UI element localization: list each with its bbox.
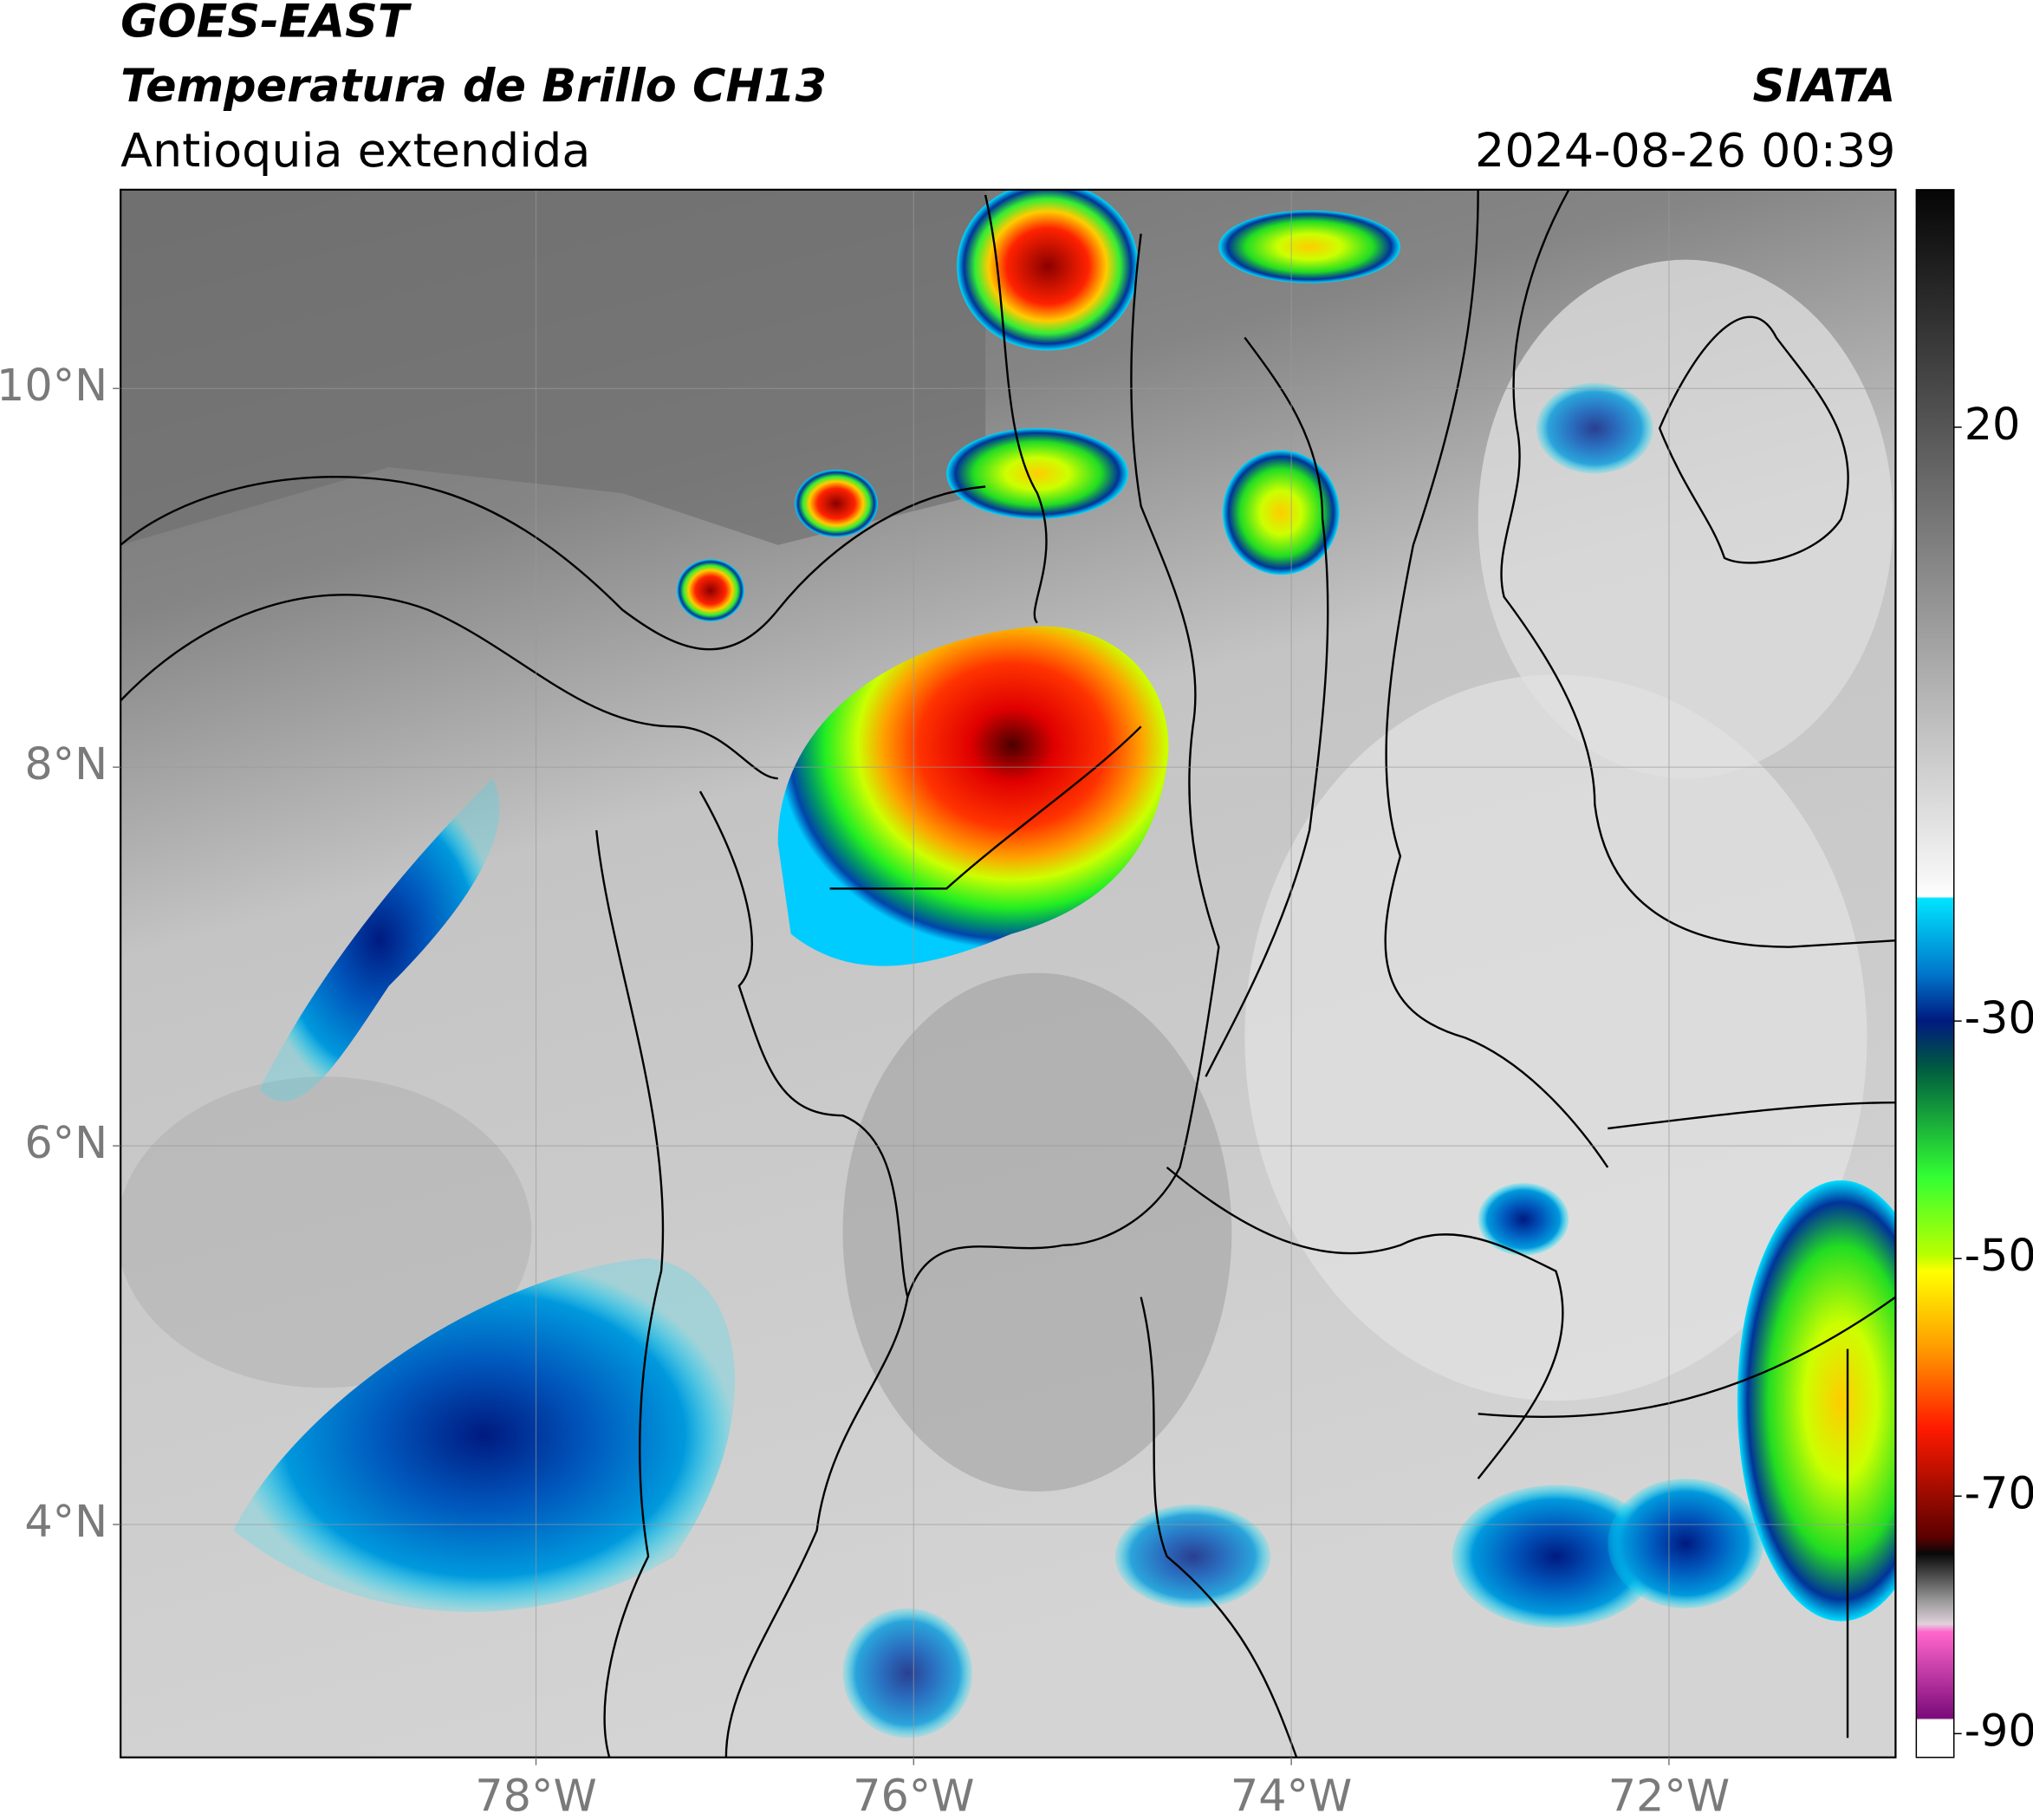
graticule xyxy=(120,189,1896,1758)
source: SIATA xyxy=(1753,60,1896,113)
y-tick-label: 6°N xyxy=(24,1117,107,1168)
y-tick-label: 8°N xyxy=(24,738,107,790)
title-line-2: Temperatura de Brillo CH13 xyxy=(120,60,827,113)
title-line-1: GOES-EAST xyxy=(120,0,412,48)
map-frame xyxy=(120,188,1897,1758)
x-tick-label: 78°W xyxy=(475,1771,596,1820)
x-tick-label: 74°W xyxy=(1231,1771,1352,1820)
datetime: 2024-08-26 00:39 xyxy=(1475,123,1895,178)
colorbar-tick-label: -90 xyxy=(1965,1705,2033,1756)
y-tick-label: 4°N xyxy=(24,1496,107,1547)
y-tick-label: 10°N xyxy=(0,360,107,411)
x-tick-label: 72°W xyxy=(1608,1771,1730,1820)
colorbar-tick-label: 20 xyxy=(1965,399,2021,450)
subtitle: Antioquia extendida xyxy=(120,123,590,178)
imagery xyxy=(120,189,1896,1758)
colorbar xyxy=(1915,189,1955,1758)
colorbar-tick-label: -70 xyxy=(1965,1467,2033,1518)
colorbar-tick-label: -30 xyxy=(1965,992,2033,1043)
x-tick-label: 76°W xyxy=(853,1771,974,1820)
colorbar-tick-label: -50 xyxy=(1965,1230,2033,1281)
